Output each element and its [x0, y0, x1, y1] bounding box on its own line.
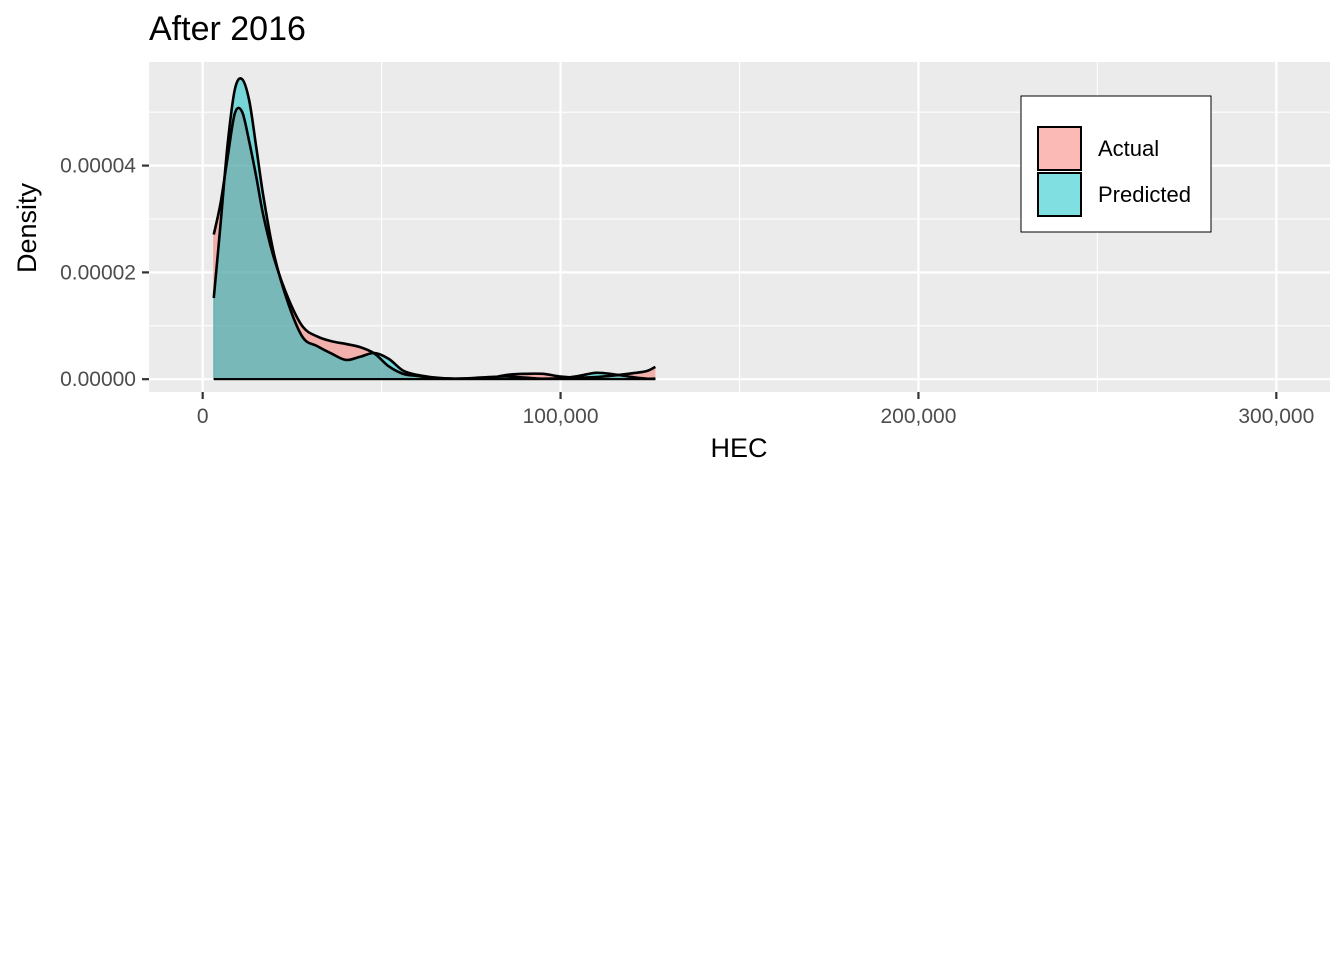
x-tick-label: 0 [197, 405, 209, 428]
legend-label-predicted: Predicted [1098, 182, 1191, 207]
x-axis-title: HEC [710, 433, 767, 463]
density-line-predicted [212, 77, 656, 381]
y-tick-label: 0.00002 [60, 261, 136, 284]
legend-key-actual [1037, 126, 1082, 171]
legend-label-actual: Actual [1098, 136, 1159, 161]
x-tick-label: 300,000 [1238, 405, 1314, 428]
y-tick-label: 0.00000 [60, 368, 136, 391]
legend: Actual Predicted [1020, 95, 1212, 233]
density-area-predicted [213, 78, 656, 380]
legend-key-predicted [1037, 172, 1082, 217]
x-tick-label: 100,000 [523, 405, 599, 428]
y-tick-label: 0.00004 [60, 155, 136, 178]
x-tick-label: 200,000 [880, 405, 956, 428]
y-axis: 0.00000 0.00002 0.00004 [60, 155, 149, 391]
x-axis: 0 100,000 200,000 300,000 [197, 392, 1314, 428]
density-lines [212, 77, 657, 381]
y-axis-title: Density [12, 182, 42, 273]
density-areas [213, 78, 656, 380]
chart-title: After 2016 [149, 10, 306, 48]
